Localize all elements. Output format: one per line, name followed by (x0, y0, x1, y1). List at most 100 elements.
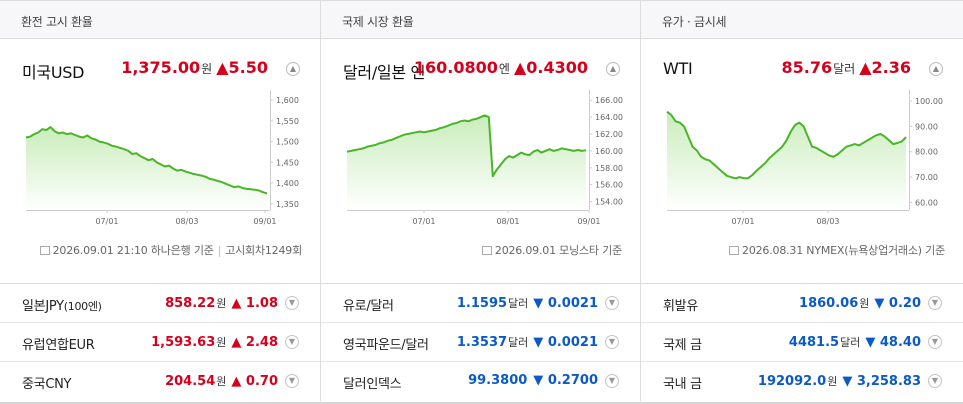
chevron-down-icon: ▼ (288, 298, 296, 307)
quote-row-values: 1860.06원 ▼ 0.20 (799, 296, 921, 311)
expand-toggle-button[interactable]: ▼ (285, 296, 299, 310)
chevron-down-icon: ▼ (931, 376, 939, 385)
quote-row-change: ▼ 0.0021 (533, 335, 598, 350)
collapse-toggle-button[interactable]: ▲ (929, 62, 943, 76)
x-tick-label: 08/01 (496, 217, 519, 226)
x-tick-label: 08/03 (175, 217, 198, 226)
panel-exchange-notice: 환전 고시 환율 미국USD 1,375.00원 ▲5.50 ▲ 1,600 1,5… (0, 1, 321, 401)
x-tick-label: 07/01 (731, 217, 754, 226)
quote-row[interactable]: 중국CNY 204.54원 ▲ 0.70 ▼ (0, 362, 320, 401)
chevron-down-icon: ▼ (931, 337, 939, 346)
quote-list: 휘발유 1860.06원 ▼ 0.20 ▼ 국제 금 4481.5달러 ▼ 48.4… (641, 283, 963, 401)
chevron-down-icon: ▼ (608, 337, 616, 346)
panel-header[interactable]: 국제 시장 환율 (321, 1, 640, 39)
usdjpy-rate-chart: 166.00 164.00 162.00 160.00 158.00 156.00 154.… (346, 90, 623, 226)
main-quote-price: 160.0800 (413, 58, 498, 77)
main-quote-unit: 달러 (833, 62, 856, 76)
quote-row[interactable]: 유로/달러 1.1595달러 ▼ 0.0021 ▼ (321, 284, 640, 323)
collapse-toggle-button[interactable]: ▲ (286, 62, 300, 76)
up-arrow-icon: ▲ (216, 58, 229, 77)
main-quote-unit: 엔 (498, 62, 510, 76)
chevron-down-icon: ▼ (931, 298, 939, 307)
panel-header[interactable]: 유가 · 금시세 (641, 1, 963, 39)
up-arrow-icon: ▲ (859, 58, 872, 77)
source-extra: 고시회차1249회 (225, 244, 302, 257)
down-arrow-icon: ▼ (842, 374, 853, 389)
main-quote-change: ▲5.50 (216, 58, 268, 77)
panel-oil-gold: 유가 · 금시세 WTI 85.76달러 ▲2.36 ▲ 100.00 90.00 8… (641, 1, 963, 401)
quote-row-name: 국제 금 (663, 338, 702, 353)
expand-toggle-button[interactable]: ▼ (285, 374, 299, 388)
source-text: 2026.08.31 NYMEX(뉴욕상업거래소) 기준 (742, 244, 945, 257)
quote-row-values: 204.54원 ▲ 0.70 (165, 374, 278, 389)
y-tick-label: 70.00 (915, 173, 938, 182)
y-tick-label: 156.00 (595, 181, 623, 190)
document-icon (729, 246, 740, 255)
expand-toggle-button[interactable]: ▼ (285, 335, 299, 349)
expand-toggle-button[interactable]: ▼ (605, 296, 619, 310)
quote-row[interactable]: 휘발유 1860.06원 ▼ 0.20 ▼ (641, 284, 963, 323)
down-arrow-icon: ▼ (533, 373, 544, 388)
quote-row-price: 1.3537 (456, 335, 508, 350)
y-tick-label: 1,500 (276, 138, 299, 147)
quote-row-name: 달러인덱스 (343, 377, 402, 392)
quote-row-change: ▼ 48.40 (865, 335, 921, 350)
y-tick-label: 1,550 (276, 117, 299, 126)
quote-row-values: 4481.5달러 ▼ 48.40 (788, 335, 921, 350)
quote-row-name: 유로/달러 (343, 299, 394, 314)
chevron-up-icon: ▲ (609, 64, 617, 73)
quote-row[interactable]: 국제 금 4481.5달러 ▼ 48.40 ▼ (641, 323, 963, 362)
quote-row-price: 1.1595 (456, 296, 508, 311)
source-note: 2026.09.01 모닝스타 기준 (481, 242, 622, 258)
series-line (666, 110, 907, 180)
quote-row-change: ▲ 2.48 (231, 335, 278, 350)
main-quote-price: 85.76 (781, 58, 833, 77)
quote-row-name: 휘발유 (663, 299, 698, 314)
quote-row-price: 1,593.63 (151, 335, 216, 350)
x-tick-label: 08/03 (816, 217, 839, 226)
quote-row[interactable]: 달러인덱스 99.3800 ▼ 0.2700 ▼ (321, 362, 640, 401)
chevron-down-icon: ▼ (608, 298, 616, 307)
y-tick-label: 164.00 (595, 113, 623, 122)
chevron-up-icon: ▲ (932, 64, 940, 73)
wti-price-chart: 100.00 90.00 80.00 70.00 60.00 07/01 08/03 (666, 90, 943, 226)
y-tick-label: 1,450 (276, 158, 299, 167)
collapse-toggle-button[interactable]: ▲ (606, 62, 620, 76)
source-note: 2026.08.31 NYMEX(뉴욕상업거래소) 기준 (729, 242, 945, 258)
quote-row-price: 858.22 (165, 296, 216, 311)
main-quote[interactable]: WTI 85.76달러 ▲2.36 ▲ (641, 56, 963, 84)
main-quote-change: ▲2.36 (859, 58, 911, 77)
panel-international-fx: 국제 시장 환율 달러/일본 엔 160.0800엔 ▲0.4300 ▲ 166.… (321, 1, 641, 401)
quote-row[interactable]: 유럽연합EUR 1,593.63원 ▲ 2.48 ▼ (0, 323, 320, 362)
y-tick-label: 158.00 (595, 164, 623, 173)
series-line (346, 114, 587, 178)
expand-toggle-button[interactable]: ▼ (605, 335, 619, 349)
quote-row-change: ▲ 0.70 (231, 374, 278, 389)
quote-row-price: 1860.06 (799, 296, 859, 311)
quote-list: 유로/달러 1.1595달러 ▼ 0.0021 ▼ 영국파운드/달러 1.3537… (321, 283, 640, 401)
usd-rate-chart: 1,600 1,550 1,500 1,450 1,400 1,350 07/01 08/03… (25, 90, 299, 226)
quote-row-change: ▲ 1.08 (231, 296, 278, 311)
main-quote-name: WTI (663, 59, 693, 78)
quote-row[interactable]: 일본JPY(100엔) 858.22원 ▲ 1.08 ▼ (0, 284, 320, 323)
main-quote[interactable]: 미국USD 1,375.00원 ▲5.50 ▲ (0, 56, 320, 84)
main-quote[interactable]: 달러/일본 엔 160.0800엔 ▲0.4300 ▲ (321, 56, 640, 84)
expand-toggle-button[interactable]: ▼ (928, 374, 942, 388)
main-quote-unit: 원 (201, 62, 213, 76)
quote-row-values: 1.3537달러 ▼ 0.0021 (456, 335, 598, 350)
quote-row[interactable]: 영국파운드/달러 1.3537달러 ▼ 0.0021 ▼ (321, 323, 640, 362)
source-text: 2026.09.01 21:10 하나은행 기준 (52, 244, 214, 257)
quote-row-change: ▼ 0.2700 (533, 373, 598, 388)
expand-toggle-button[interactable]: ▼ (928, 296, 942, 310)
expand-toggle-button[interactable]: ▼ (928, 335, 942, 349)
x-tick-label: 09/01 (577, 217, 600, 226)
series-area (26, 127, 267, 210)
panel-header[interactable]: 환전 고시 환율 (0, 1, 320, 39)
quote-row[interactable]: 국내 금 192092.0원 ▼ 3,258.83 ▼ (641, 362, 963, 401)
y-tick-label: 80.00 (915, 148, 938, 157)
expand-toggle-button[interactable]: ▼ (605, 374, 619, 388)
y-tick-label: 90.00 (915, 122, 938, 131)
y-tick-label: 162.00 (595, 130, 623, 139)
down-arrow-icon: ▼ (874, 296, 885, 311)
